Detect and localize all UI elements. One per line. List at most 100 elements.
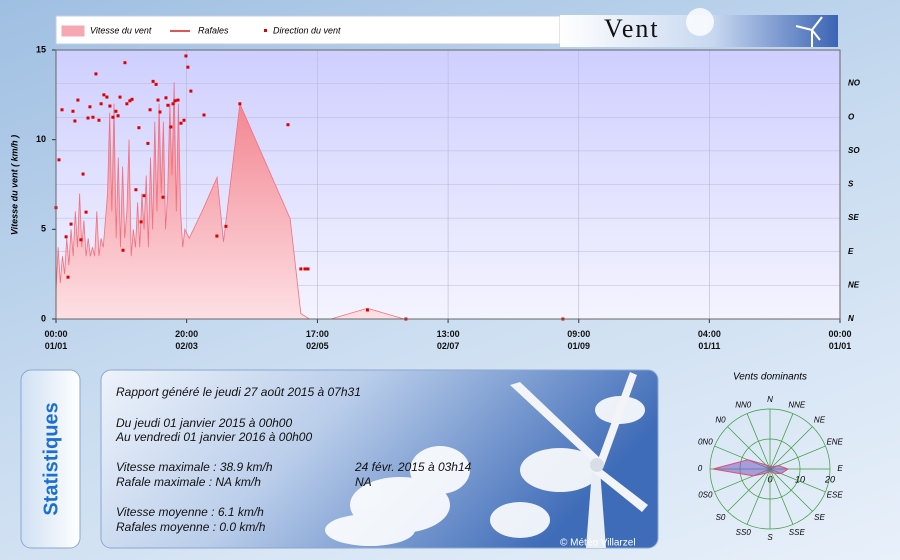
point: [286, 123, 290, 127]
point: [169, 125, 173, 129]
x-tick-label: 20:00 02/03: [175, 329, 199, 351]
r-tick-label: 10: [795, 474, 805, 484]
point: [71, 109, 75, 113]
x-tick-label: 09:00 01/09: [567, 329, 591, 351]
legend-box: [55, 15, 561, 45]
radar-label: N: [767, 395, 773, 404]
x-tick-label: 00:00 01/01: [44, 329, 68, 351]
radar-label: SSE: [789, 528, 806, 537]
radar-label: S0: [716, 513, 726, 522]
radar-spoke: [746, 468, 771, 525]
point: [73, 119, 77, 123]
y-tick-label: 0: [41, 313, 46, 323]
plot-frame: [55, 49, 841, 320]
point: [179, 121, 183, 125]
point: [128, 99, 132, 103]
point: [173, 99, 177, 103]
stats-value: Rafales moyenne : 0.0 km/h: [116, 520, 266, 534]
point: [64, 235, 68, 239]
legend-label: Direction du vent: [273, 25, 341, 35]
radar-spoke: [746, 413, 771, 470]
radar-spoke: [769, 445, 826, 470]
radar-spoke: [769, 468, 813, 512]
point: [121, 248, 125, 252]
point: [130, 97, 134, 101]
point: [125, 102, 129, 106]
y2-tick-label: N: [848, 314, 854, 323]
point: [215, 234, 219, 238]
point: [171, 102, 175, 106]
point: [91, 115, 95, 119]
stats-date: 24 févr. 2015 à 03h14: [355, 460, 472, 474]
banner-title: Vent: [604, 14, 660, 43]
point: [238, 102, 242, 106]
point: [84, 210, 88, 214]
legend-label: Vitesse du vent: [90, 25, 152, 35]
credit: © Météo Villarzel: [560, 538, 636, 549]
point: [166, 103, 170, 107]
stats-period: Au vendredi 01 janvier 2016 à 00h00: [116, 430, 313, 444]
y-tick-label: 10: [36, 134, 46, 144]
banner-turbine: [795, 16, 823, 47]
radar-label: NNE: [788, 400, 806, 409]
y2-tick-label: NO: [848, 79, 861, 88]
point: [158, 110, 162, 114]
point: [111, 115, 115, 119]
x-tick-label: 17:00 02/05: [305, 329, 329, 351]
point: [154, 82, 158, 86]
y-tick-label: 15: [36, 44, 46, 54]
y2-tick-label: NE: [848, 280, 860, 289]
radar-spoke: [769, 413, 794, 470]
radar-label: SE: [814, 513, 825, 522]
point: [69, 222, 73, 226]
point: [303, 267, 307, 271]
radar-spoke: [769, 468, 794, 525]
y2-tick-label: O: [848, 112, 855, 121]
point: [99, 102, 103, 106]
y2-tick-label: SE: [848, 213, 859, 222]
point: [118, 95, 122, 99]
stats-value: Vitesse maximale : 38.9 km/h: [116, 460, 273, 474]
point: [57, 158, 61, 162]
point: [105, 95, 109, 99]
point: [176, 98, 180, 102]
point: [102, 93, 106, 97]
radar-title: Vents dominants: [733, 372, 807, 383]
point: [114, 109, 118, 113]
y2-tick-label: S: [848, 180, 854, 189]
point: [164, 96, 168, 100]
clouds: [325, 396, 645, 546]
radar-label: 0: [698, 464, 703, 473]
point: [184, 54, 188, 58]
radar-spoke: [727, 468, 771, 512]
x-tick-label: 00:00 01/01: [828, 329, 852, 351]
point: [76, 98, 80, 102]
radar-label: S: [767, 533, 773, 542]
stats-generated: Rapport généré le jeudi 27 août 2015 à 0…: [116, 385, 361, 399]
stats-tab: [20, 369, 81, 549]
point: [224, 224, 228, 228]
area: [55, 82, 840, 320]
point: [186, 65, 190, 69]
radar-label: N0: [715, 415, 726, 424]
radar-label: SS0: [736, 528, 752, 537]
radar-label: NE: [814, 415, 826, 424]
x-tick-label: 13:00 02/07: [436, 329, 460, 351]
point: [81, 172, 85, 176]
point: [86, 116, 90, 120]
r-tick-label: 20: [824, 474, 835, 484]
legend-swatch: [61, 25, 85, 37]
y-tick-label: 5: [41, 224, 46, 234]
point: [137, 126, 141, 130]
sun: [686, 8, 714, 36]
x-tick-label: 04:00 01/11: [697, 329, 721, 351]
radar-label: 0S0: [698, 491, 713, 500]
point: [79, 238, 83, 242]
point: [365, 308, 369, 312]
legend-label: Rafales: [198, 25, 229, 35]
radar-label: 0N0: [698, 438, 713, 447]
point: [97, 118, 101, 122]
stats-period: Du jeudi 01 janvier 2015 à 00h00: [116, 416, 293, 430]
point: [146, 141, 150, 145]
